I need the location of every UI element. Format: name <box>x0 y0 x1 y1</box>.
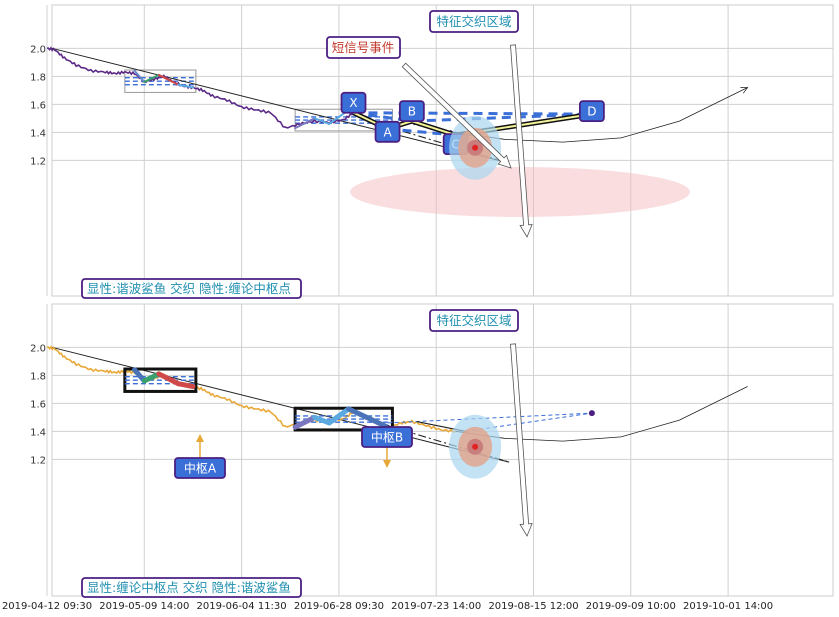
x-tick-label: 2019-07-23 14:00 <box>391 601 481 612</box>
zigzag-stroke <box>175 381 196 390</box>
zigzag-stroke <box>294 117 316 130</box>
zigzag-stroke <box>326 406 352 426</box>
y-tick-labels-top: 1.2 1.4 1.6 1.8 2.0 <box>30 44 46 167</box>
feature-arrows-bottom <box>510 343 533 537</box>
trend-line-top <box>51 47 510 164</box>
harmonic-point-label: B <box>408 105 416 119</box>
zigzag-stroke <box>141 371 162 384</box>
legend-top-text: 显性:谐波鲨鱼 交织 隐性:缠论中枢点 <box>87 281 291 296</box>
dash-dot-line-top <box>387 126 510 164</box>
harmonic-point-box <box>578 100 605 123</box>
target-zone-bottom <box>449 414 502 479</box>
zigzag-stroke <box>346 406 391 430</box>
zigzag-stroke <box>156 371 181 387</box>
zigzag-stroke <box>177 83 194 89</box>
feature-label-top-text: 特征交织区域 <box>436 14 511 29</box>
panel-top: 1.21.41.61.82.0 XABCD 特征交织区域 短信号事件 显性:谐波… <box>30 4 834 299</box>
y-tick-label: 1.4 <box>30 427 46 438</box>
y-tick-label: 1.6 <box>30 399 46 410</box>
feature-label-bottom: 特征交织区域 <box>429 309 519 332</box>
harmonic-point-box <box>374 120 401 143</box>
y-tick-label: 2.0 <box>30 343 46 354</box>
zigzag-stroke <box>143 73 160 83</box>
short-signal-arrow <box>401 62 512 169</box>
short-signal-text: 短信号事件 <box>332 40 395 55</box>
zigzag-stroke <box>157 73 180 86</box>
y-tick-labels-bottom: 1.2 1.4 1.6 1.8 2.0 <box>30 343 46 466</box>
pivot-pointer-head <box>383 460 391 468</box>
harmonic-point-box <box>398 100 425 123</box>
x-tick-label: 2019-04-12 09:30 <box>2 601 92 612</box>
pivot-label: 中枢B <box>371 430 403 445</box>
trend-line-bottom <box>51 346 510 463</box>
zigzag-stroke <box>292 414 318 430</box>
x-tick-label: 2019-09-09 10:00 <box>586 601 676 612</box>
x-tick-label: 2019-06-28 09:30 <box>294 601 384 612</box>
y-tick-label: 1.4 <box>30 128 46 139</box>
target-dot <box>472 443 479 450</box>
harmonic-point-label: A <box>383 125 392 139</box>
hidden-d-point <box>588 410 595 417</box>
feature-arrows-top <box>401 44 533 238</box>
harmonic-leg <box>411 120 456 137</box>
zigzag-stroke <box>133 69 146 83</box>
pivot-labels: 中枢A 中枢B <box>174 426 413 479</box>
legend-bottom: 显性:缠论中枢点 交织 隐性:谐波鲨鱼 <box>81 577 302 598</box>
target-dot <box>472 144 479 151</box>
hidden-line-xd <box>387 412 592 424</box>
x-tick-label: 2019-10-01 14:00 <box>683 601 773 612</box>
x-tick-label: 2019-05-09 14:00 <box>99 601 189 612</box>
zigzag-stroke <box>312 414 332 426</box>
panel-bottom: 1.2 1.4 1.6 1.8 2.0 中枢A 中枢B 特征交织区域 显性:缠论中枢点 交… <box>30 303 834 598</box>
zigzag-stroke <box>313 117 331 125</box>
harmonic-bd <box>411 112 592 123</box>
x-tick-label: 2019-08-15 12:00 <box>488 601 578 612</box>
pivot-label: 中枢A <box>184 461 217 476</box>
y-tick-label: 2.0 <box>30 44 46 55</box>
harmonic-point-label: D <box>587 105 596 119</box>
feature-label-top: 特征交织区域 <box>429 10 519 33</box>
feature-arrow <box>510 44 533 238</box>
feature-label-bottom-text: 特征交织区域 <box>436 313 511 328</box>
harmonic-xd <box>353 111 592 116</box>
y-tick-label: 1.2 <box>30 455 46 466</box>
legend-bottom-text: 显性:缠论中枢点 交织 隐性:谐波鲨鱼 <box>87 580 291 595</box>
harmonic-point-label: X <box>349 96 357 110</box>
y-tick-label: 1.8 <box>30 72 46 83</box>
feature-arrow <box>510 343 533 537</box>
pivot-label-box <box>174 457 226 479</box>
pivot-pointer-head <box>196 434 204 442</box>
pivot-label-box <box>361 426 413 448</box>
short-signal-label: 短信号事件 <box>326 36 401 59</box>
harmonic-ac <box>387 127 456 137</box>
x-tick-labels: 2019-04-12 09:30 2019-05-09 14:00 2019-06-… <box>2 601 773 612</box>
y-tick-label: 1.8 <box>30 371 46 382</box>
x-tick-label: 2019-06-04 11:30 <box>197 601 287 612</box>
legend-top: 显性:谐波鲨鱼 交织 隐性:缠论中枢点 <box>81 278 302 299</box>
zigzag-bottom <box>132 367 391 430</box>
y-tick-label: 1.2 <box>30 156 46 167</box>
feature-ellipse <box>350 167 690 217</box>
y-tick-label: 1.6 <box>30 100 46 111</box>
harmonic-point-box <box>340 91 367 114</box>
